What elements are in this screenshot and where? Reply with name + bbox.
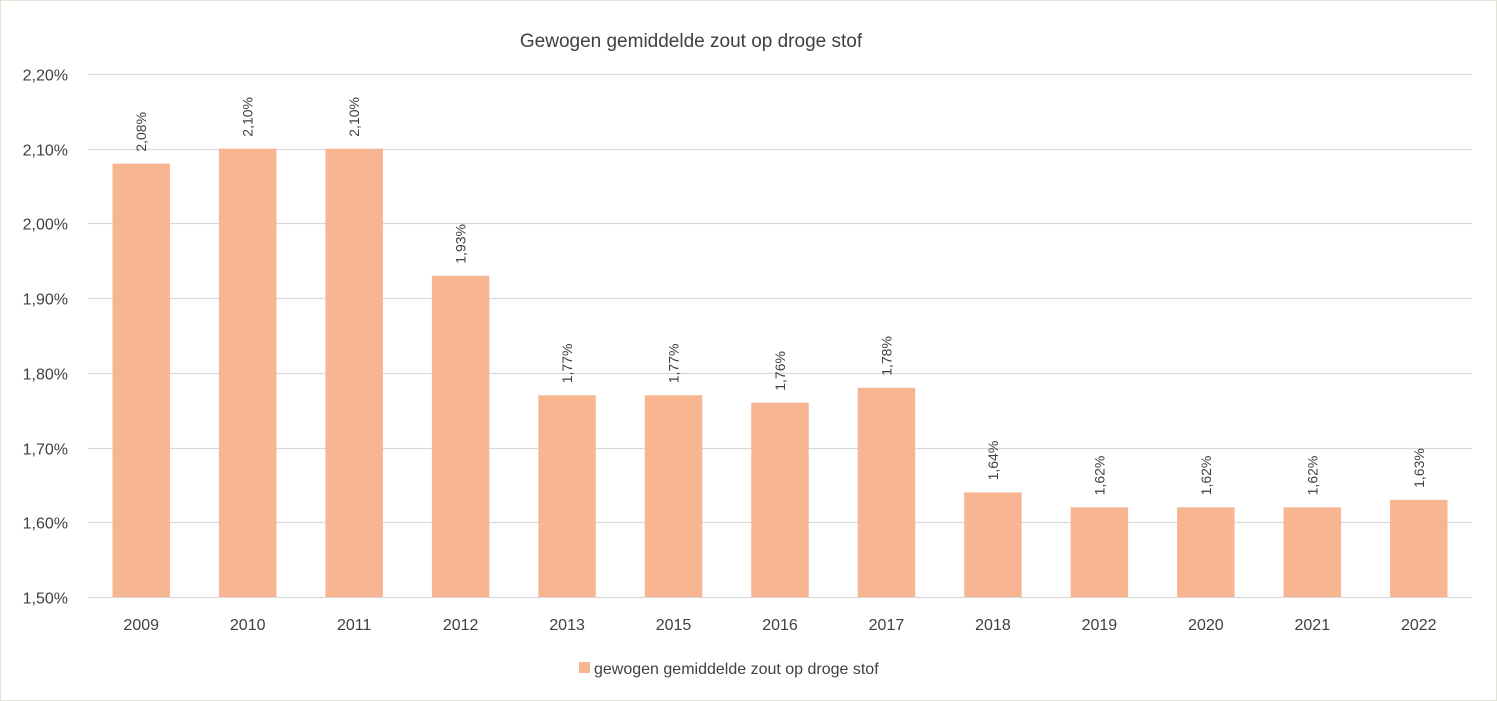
- data-label: 1,93%: [453, 224, 469, 264]
- y-tick-label: 2,00%: [23, 217, 68, 234]
- data-label: 1,77%: [666, 344, 682, 384]
- bar-2017: [857, 387, 916, 597]
- x-tick-label: 2015: [656, 617, 692, 634]
- legend-label: gewogen gemiddelde zout op droge stof: [594, 661, 879, 678]
- bar-2015: [644, 395, 703, 597]
- legend-swatch: [579, 662, 590, 673]
- x-tick-label: 2020: [1188, 617, 1224, 634]
- data-label: 2,10%: [346, 97, 362, 137]
- y-tick-label: 1,90%: [23, 292, 68, 309]
- bar-2012: [431, 275, 490, 597]
- bar-2018: [964, 492, 1022, 597]
- x-tick-label: 2012: [443, 617, 479, 634]
- bar-2009: [112, 163, 170, 597]
- bar-2021: [1283, 507, 1342, 597]
- data-label: 1,62%: [1198, 456, 1214, 496]
- x-tick-label: 2019: [1082, 617, 1118, 634]
- bar-2010: [218, 148, 277, 597]
- data-label: 1,62%: [1304, 456, 1320, 496]
- data-label: 2,08%: [133, 112, 149, 152]
- y-tick-label: 2,10%: [23, 143, 68, 160]
- x-tick-label: 2022: [1401, 617, 1437, 634]
- bar-2013: [538, 395, 596, 597]
- bar-2022: [1390, 499, 1448, 597]
- data-label: 1,62%: [1091, 456, 1107, 496]
- y-tick-label: 1,70%: [23, 442, 68, 459]
- bar-2020: [1177, 507, 1235, 597]
- y-tick-label: 1,50%: [23, 591, 68, 608]
- x-tick-label: 2018: [975, 617, 1011, 634]
- y-tick-label: 2,20%: [23, 68, 68, 85]
- x-tick-label: 2016: [762, 617, 798, 634]
- data-labels: 2,08% 2,10% 2,10% 1,93% 1,77% 1,77% 1,76% 1,78%…: [133, 97, 1427, 495]
- data-label: 1,64%: [985, 441, 1001, 481]
- x-tick-label: 2021: [1295, 617, 1331, 634]
- chart-title: Gewogen gemiddelde zout op droge stof: [520, 31, 863, 52]
- data-label: 1,76%: [772, 351, 788, 391]
- y-tick-label: 1,60%: [23, 516, 68, 533]
- y-axis-ticks: 1,50% 1,60% 1,70% 1,80% 1,90% 2,00% 2,10% 2,20%: [23, 68, 68, 608]
- x-axis-ticks: 2009 2010 2011 2012 2013 2015 2016 2017 2018 2019…: [123, 617, 1436, 634]
- x-tick-label: 2009: [123, 617, 159, 634]
- bar-2019: [1070, 507, 1129, 597]
- y-tick-label: 1,80%: [23, 367, 68, 384]
- x-tick-label: 2013: [549, 617, 585, 634]
- data-label: 1,63%: [1411, 448, 1427, 488]
- bar-2016: [751, 402, 809, 597]
- x-tick-label: 2010: [230, 617, 266, 634]
- data-label: 1,78%: [878, 336, 894, 376]
- x-tick-label: 2011: [337, 617, 372, 634]
- bar-2011: [325, 148, 383, 597]
- x-tick-label: 2017: [869, 617, 905, 634]
- bars: [112, 148, 1448, 597]
- data-label: 2,10%: [240, 97, 256, 137]
- legend: gewogen gemiddelde zout op droge stof: [579, 661, 879, 678]
- data-label: 1,77%: [559, 344, 575, 384]
